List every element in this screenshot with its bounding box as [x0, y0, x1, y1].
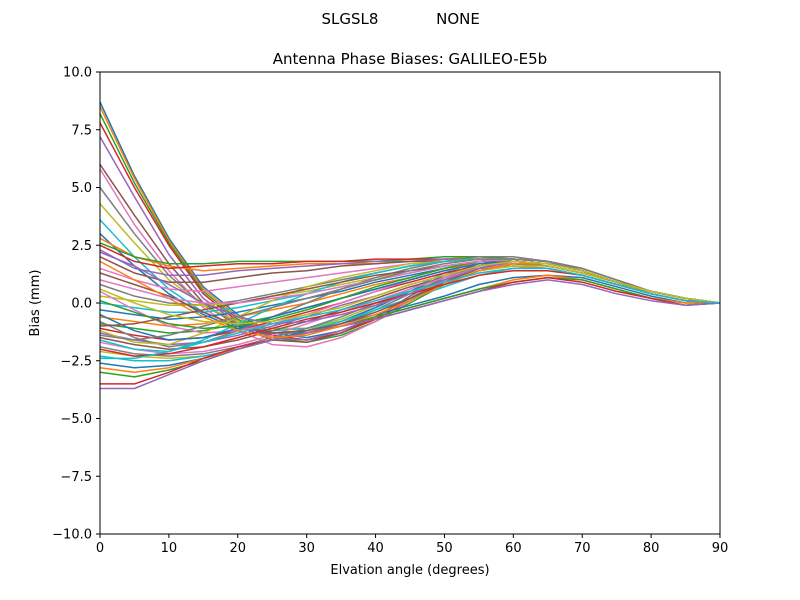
x-tick-label: 30 — [298, 541, 315, 556]
y-tick-label: −7.5 — [60, 470, 92, 485]
chart-title: Antenna Phase Biases: GALILEO-E5b — [273, 50, 547, 68]
series-line — [100, 279, 721, 390]
x-axis-label: Elvation angle (degrees) — [330, 563, 489, 578]
y-tick-label: −2.5 — [60, 354, 92, 369]
x-tick-label: 50 — [436, 541, 453, 556]
x-tick-label: 20 — [230, 541, 247, 556]
x-tick-label: 10 — [161, 541, 178, 556]
x-tick-label: 0 — [96, 541, 104, 556]
x-tick-label: 60 — [505, 541, 522, 556]
y-tick-label: 2.5 — [71, 239, 92, 254]
y-axis: −10.0 −7.5 −5.0 −2.5 0.0 2.5 5.0 7.5 10.0 — [52, 66, 100, 543]
series-line — [100, 267, 721, 360]
y-tick-label: 0.0 — [71, 297, 92, 312]
y-axis-label: Bias (mm) — [28, 270, 43, 337]
y-tick-label: −5.0 — [60, 412, 92, 427]
x-axis: 0 10 20 30 40 50 60 70 80 90 — [96, 534, 728, 556]
radome-name: NONE — [436, 10, 480, 28]
series-line — [99, 260, 721, 325]
station-name: SLGSL8 — [322, 10, 379, 28]
x-tick-label: 80 — [643, 541, 660, 556]
y-tick-label: −10.0 — [52, 528, 92, 543]
x-tick-label: 90 — [712, 541, 729, 556]
x-tick-label: 40 — [367, 541, 384, 556]
x-tick-label: 70 — [574, 541, 591, 556]
y-tick-label: 7.5 — [71, 123, 92, 138]
y-tick-label: 10.0 — [63, 66, 92, 81]
y-tick-label: 5.0 — [71, 181, 92, 196]
series-layer — [99, 101, 721, 390]
